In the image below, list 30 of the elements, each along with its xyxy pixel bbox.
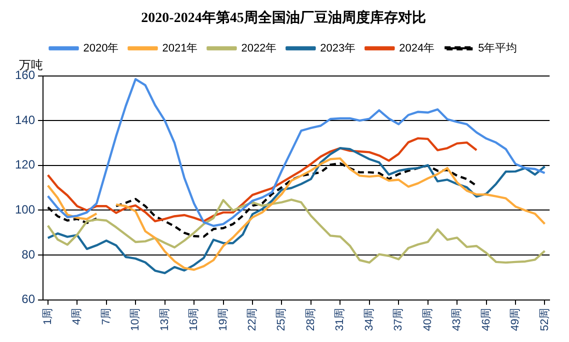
legend-label: 2020年: [83, 42, 119, 54]
x-tick-label: 37周: [392, 308, 405, 332]
chart-title: 2020-2024年第45周全国油厂豆油周度库存对比: [141, 9, 426, 26]
x-tick-label: 25周: [276, 308, 288, 332]
x-tick-label: 46周: [480, 308, 492, 332]
x-tick-label: 34周: [363, 308, 376, 332]
x-tick-label: 22周: [246, 308, 259, 332]
x-tick-label: 7周: [100, 308, 112, 325]
legend-label: 2021年: [162, 42, 198, 54]
x-tick-label: 40周: [422, 308, 434, 332]
x-tick-label: 16周: [188, 308, 200, 332]
y-tick-label: 100: [14, 202, 36, 216]
x-tick-label: 52周: [538, 308, 551, 332]
legend-label: 2023年: [320, 42, 356, 54]
legend-label: 2022年: [241, 42, 277, 54]
y-tick-label: 80: [22, 247, 36, 262]
x-tick-label: 1周: [42, 308, 54, 325]
x-tick-label: 10周: [130, 308, 142, 332]
y-tick-label: 140: [14, 112, 36, 127]
x-tick-label: 4周: [71, 308, 84, 325]
x-tick-label: 28周: [304, 308, 317, 332]
legend-label: 2024年: [399, 42, 435, 54]
x-tick-label: 19周: [217, 308, 230, 332]
y-tick-label: 60: [22, 292, 36, 306]
x-tick-label: 13周: [158, 308, 171, 332]
x-tick-label: 31周: [334, 308, 346, 332]
x-tick-label: 49周: [510, 308, 522, 332]
y-tick-label: 120: [14, 158, 36, 172]
legend-label: 5年平均: [478, 42, 518, 54]
x-tick-label: 43周: [451, 308, 464, 332]
